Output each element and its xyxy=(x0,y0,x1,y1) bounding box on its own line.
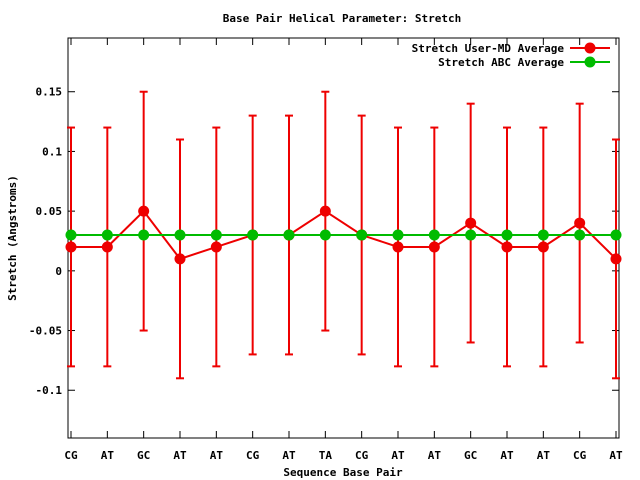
data-point xyxy=(501,229,513,241)
y-tick-label: -0.05 xyxy=(29,325,62,338)
data-point xyxy=(174,253,186,265)
data-point xyxy=(574,217,586,229)
data-point xyxy=(65,241,77,253)
y-axis-label: Stretch (Angstroms) xyxy=(6,175,19,301)
data-point xyxy=(392,229,404,241)
data-point xyxy=(101,241,113,253)
x-tick-label: AT xyxy=(391,449,405,462)
data-point xyxy=(465,229,477,241)
x-tick-label: CG xyxy=(573,449,587,462)
x-tick-label: CG xyxy=(246,449,260,462)
x-tick-label: CG xyxy=(355,449,369,462)
series-layer xyxy=(65,205,622,265)
data-point xyxy=(319,205,331,217)
data-point xyxy=(319,229,331,241)
x-tick-label: AT xyxy=(101,449,115,462)
data-point xyxy=(356,229,368,241)
x-tick-label: CG xyxy=(64,449,78,462)
data-point xyxy=(210,241,222,253)
data-point xyxy=(610,253,622,265)
y-axis: 0.15 0.1 0.05 0 -0.05 -0.1 xyxy=(29,86,619,397)
data-point xyxy=(610,229,622,241)
data-point xyxy=(465,217,477,229)
data-point xyxy=(210,229,222,241)
x-tick-label: AT xyxy=(500,449,514,462)
x-axis: CG AT GC AT AT CG AT TA CG AT AT GC AT AT CG AT xyxy=(64,38,623,462)
x-tick-label: GC xyxy=(137,449,150,462)
x-tick-label: AT xyxy=(173,449,187,462)
y-tick-label: 0 xyxy=(55,265,62,278)
data-point xyxy=(101,229,113,241)
x-tick-label: AT xyxy=(282,449,296,462)
data-point xyxy=(283,229,295,241)
y-tick-label: 0.15 xyxy=(36,86,63,99)
data-point xyxy=(501,241,513,253)
data-point xyxy=(428,241,440,253)
data-point xyxy=(574,229,586,241)
chart-title: Base Pair Helical Parameter: Stretch xyxy=(223,12,461,25)
x-tick-label: AT xyxy=(609,449,623,462)
data-point xyxy=(138,229,150,241)
x-tick-label: AT xyxy=(210,449,224,462)
data-point xyxy=(392,241,404,253)
plot-frame xyxy=(67,37,620,439)
x-axis-label: Sequence Base Pair xyxy=(283,466,403,479)
x-tick-label: AT xyxy=(428,449,442,462)
legend-label: Stretch User-MD Average xyxy=(412,42,565,55)
data-point xyxy=(537,229,549,241)
legend-label: Stretch ABC Average xyxy=(438,56,564,69)
x-tick-label: AT xyxy=(537,449,551,462)
x-tick-label: TA xyxy=(319,449,333,462)
data-point xyxy=(537,241,549,253)
legend-marker xyxy=(584,56,596,68)
data-point xyxy=(428,229,440,241)
x-tick-label: GC xyxy=(464,449,477,462)
y-tick-label: -0.1 xyxy=(36,384,63,397)
y-tick-label: 0.1 xyxy=(42,145,62,158)
data-point xyxy=(247,229,259,241)
legend-marker xyxy=(584,42,596,54)
data-point xyxy=(65,229,77,241)
data-point xyxy=(138,205,150,217)
y-tick-label: 0.05 xyxy=(36,205,63,218)
data-point xyxy=(174,229,186,241)
